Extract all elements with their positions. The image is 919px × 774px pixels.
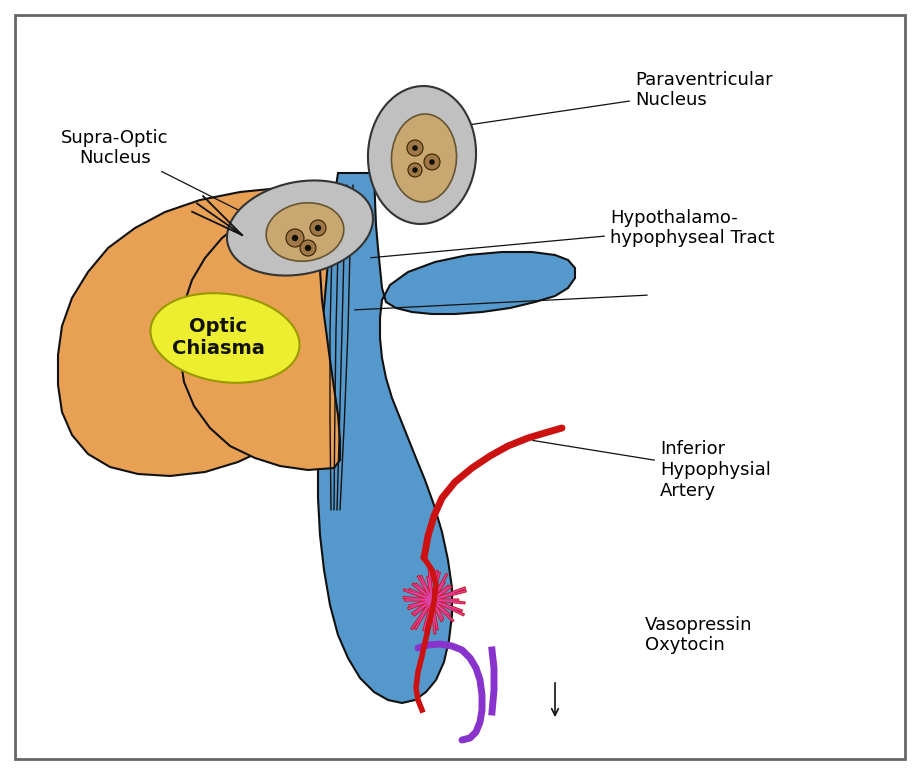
Circle shape (406, 140, 423, 156)
Circle shape (304, 245, 311, 252)
Text: Inferior
Hypophysial
Artery: Inferior Hypophysial Artery (532, 440, 770, 500)
Ellipse shape (151, 293, 300, 383)
Circle shape (300, 240, 315, 256)
Polygon shape (318, 173, 574, 703)
Ellipse shape (266, 203, 344, 262)
Circle shape (314, 224, 321, 231)
Circle shape (286, 229, 303, 247)
Circle shape (310, 220, 325, 236)
Polygon shape (180, 188, 340, 470)
Text: Paraventricular
Nucleus: Paraventricular Nucleus (450, 70, 772, 128)
Text: Optic
Chiasma: Optic Chiasma (171, 317, 264, 358)
Circle shape (407, 163, 422, 177)
Circle shape (291, 235, 298, 241)
Text: Hypothalamo-
hypophyseal Tract: Hypothalamo- hypophyseal Tract (370, 209, 774, 258)
Ellipse shape (368, 86, 475, 224)
Ellipse shape (227, 180, 372, 276)
FancyBboxPatch shape (15, 15, 904, 759)
Circle shape (412, 167, 417, 173)
Text: Vasopressin
Oxytocin: Vasopressin Oxytocin (644, 615, 752, 654)
Circle shape (429, 159, 435, 165)
Polygon shape (58, 188, 335, 476)
Circle shape (424, 154, 439, 170)
Ellipse shape (391, 114, 456, 202)
Circle shape (412, 146, 417, 151)
Text: Supra-Optic
Nucleus: Supra-Optic Nucleus (62, 128, 259, 221)
